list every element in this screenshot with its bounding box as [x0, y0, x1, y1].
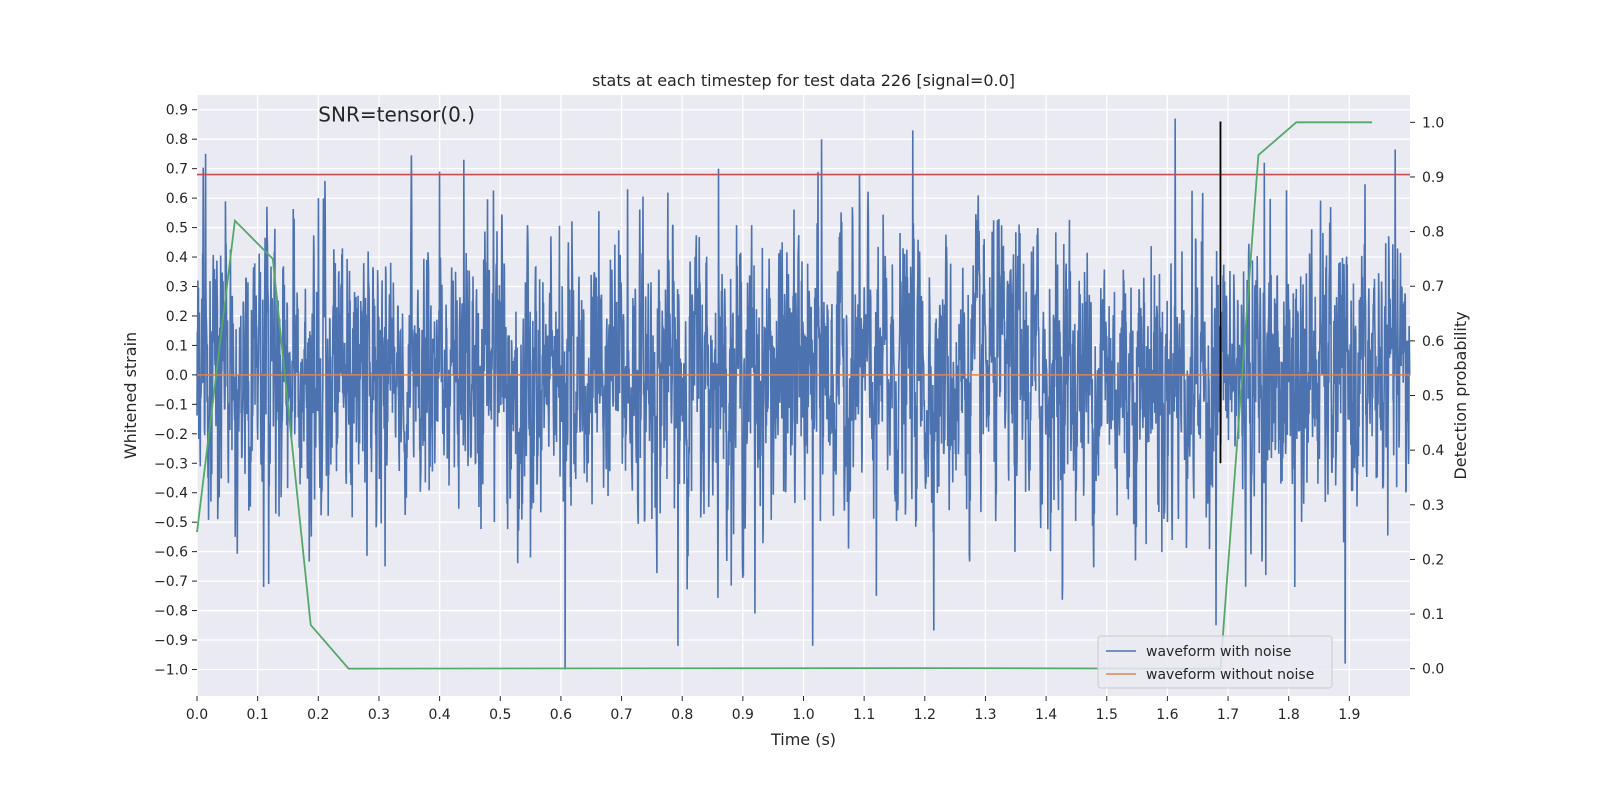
x-tick-label: 1.6: [1156, 707, 1178, 723]
x-tick-label: 0.0: [186, 707, 208, 723]
y-tick-label: −0.4: [154, 486, 188, 502]
snr-annotation: SNR=tensor(0.): [318, 103, 475, 127]
y2-tick-label: 0.0: [1422, 662, 1444, 678]
y-tick-label: −1.0: [154, 662, 188, 678]
x-tick-label: 1.0: [792, 707, 814, 723]
x-tick-label: 0.5: [489, 707, 511, 723]
x-tick-label: 1.7: [1217, 707, 1239, 723]
legend: waveform with noise waveform without noi…: [1097, 635, 1333, 689]
y2-tick-label: 0.6: [1422, 334, 1444, 350]
x-tick-label: 0.3: [368, 707, 390, 723]
y-tick-label: −0.8: [154, 604, 188, 620]
y-tick-label: −0.1: [154, 397, 188, 413]
x-tick-label: 0.8: [671, 707, 693, 723]
grid: [196, 95, 1410, 696]
legend-box: [1097, 635, 1333, 689]
y2-tick-label: 0.8: [1422, 225, 1444, 241]
x-tick-label: 1.2: [914, 707, 936, 723]
y2-tick-label: 0.2: [1422, 552, 1444, 568]
y-tick-label: −0.2: [154, 427, 188, 443]
x-tick-label: 1.8: [1278, 707, 1300, 723]
y2-tick-label: 0.9: [1422, 170, 1444, 186]
y2-tick-label: 0.4: [1422, 443, 1444, 459]
y-axis-ticks: 0.9 0.8 0.7 0.6 0.5 0.4 0.3 0.2 0.1 0.0 −0.1 −0.2 −0…: [154, 103, 197, 678]
y-tick-label: 0.6: [166, 191, 188, 207]
x-tick-label: 0.4: [428, 707, 450, 723]
x-tick-label: 0.2: [307, 707, 329, 723]
y2-tick-label: 1.0: [1422, 115, 1444, 131]
x-tick-label: 1.4: [1035, 707, 1057, 723]
legend-label-waveform-without-noise: waveform without noise: [1146, 667, 1314, 683]
y2-tick-label: 0.7: [1422, 279, 1444, 295]
y2-tick-label: 0.5: [1422, 389, 1444, 405]
y2-tick-label: 0.1: [1422, 607, 1444, 623]
y2-tick-label: 0.3: [1422, 498, 1444, 514]
y-tick-label: 0.1: [166, 338, 188, 354]
y2-axis-label: Detection probability: [1451, 311, 1470, 479]
y-tick-label: 0.4: [166, 250, 188, 266]
y-tick-label: 0.2: [166, 309, 188, 325]
x-tick-label: 1.5: [1096, 707, 1118, 723]
y-tick-label: −0.5: [154, 515, 188, 531]
y-tick-label: 0.5: [166, 221, 188, 237]
x-tick-label: 0.7: [610, 707, 632, 723]
y-tick-label: 0.0: [166, 368, 188, 384]
x-tick-label: 1.9: [1338, 707, 1360, 723]
x-axis-ticks: 0.0 0.1 0.2 0.3 0.4 0.5 0.6 0.7 0.8 0.9 1.0 1.1 1.2 1…: [186, 696, 1360, 723]
y-tick-label: −0.3: [154, 456, 188, 472]
y-tick-label: 0.7: [166, 162, 188, 178]
legend-label-waveform-with-noise: waveform with noise: [1146, 644, 1291, 660]
x-axis-label: Time (s): [770, 730, 836, 749]
x-tick-label: 1.3: [974, 707, 996, 723]
x-tick-label: 0.6: [550, 707, 572, 723]
y-tick-label: 0.3: [166, 279, 188, 295]
x-tick-label: 0.1: [247, 707, 269, 723]
y2-axis-ticks: 1.0 0.9 0.8 0.7 0.6 0.5 0.4 0.3 0.2 0.1 0.0: [1410, 115, 1444, 678]
y-tick-label: −0.7: [154, 574, 188, 590]
chart-title: stats at each timestep for test data 226…: [592, 71, 1015, 90]
x-tick-label: 1.1: [853, 707, 875, 723]
x-tick-label: 0.9: [732, 707, 754, 723]
y-tick-label: −0.9: [154, 633, 188, 649]
y-axis-label: Whitened strain: [121, 332, 140, 459]
y-tick-label: 0.8: [166, 132, 188, 148]
series-layer: [196, 118, 1411, 670]
y-tick-label: −0.6: [154, 545, 188, 561]
y-tick-label: 0.9: [166, 103, 188, 119]
series-waveform-with-noise: [196, 118, 1411, 670]
